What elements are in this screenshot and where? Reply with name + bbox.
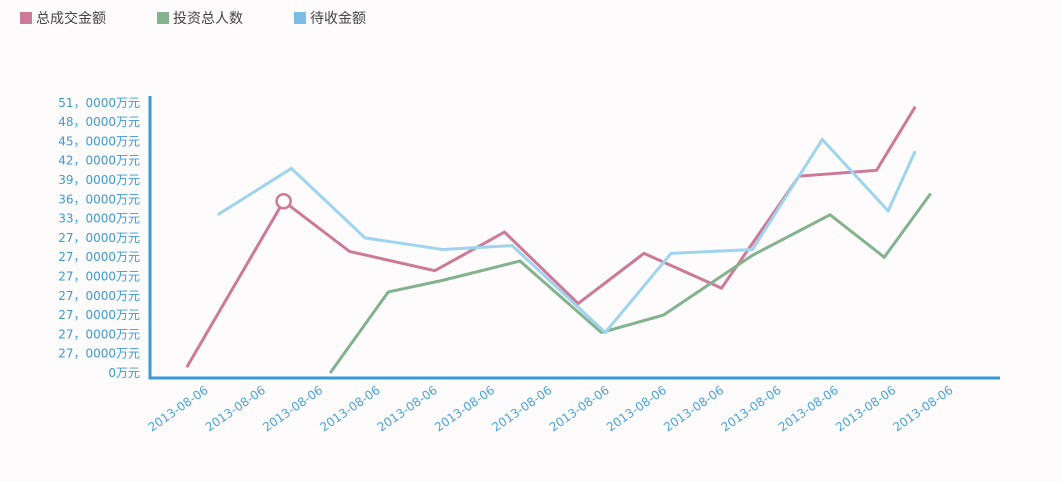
y-tick-label: 51，0000万元 <box>58 96 140 110</box>
y-tick-label: 27，0000万元 <box>58 327 140 341</box>
x-tick-label: 2013-08-06 <box>547 383 612 434</box>
series-line[interactable] <box>216 137 917 335</box>
y-tick-label: 27，0000万元 <box>58 289 140 303</box>
legend-label[interactable]: 总成交金额 <box>36 10 106 27</box>
y-tick-label: 27，0000万元 <box>58 308 140 322</box>
y-tick-label: 39，0000万元 <box>58 173 140 187</box>
legend-swatch[interactable] <box>20 12 32 24</box>
legend-label[interactable]: 待收金额 <box>310 11 366 27</box>
y-tick-label: 33，0000万元 <box>58 212 140 226</box>
y-tick-label: 0万元 <box>108 366 140 380</box>
x-tick-label: 2013-08-06 <box>661 383 726 434</box>
y-tick-label: 45，0000万元 <box>58 134 140 148</box>
series-group <box>185 105 932 374</box>
x-tick-label: 2013-08-06 <box>890 383 955 434</box>
x-tick-label: 2013-08-06 <box>203 383 268 434</box>
legend: 总成交金额 投资总人数 待收金额 <box>20 10 366 27</box>
y-tick-label: 27，0000万元 <box>58 231 140 245</box>
x-tick-label: 2013-08-06 <box>776 383 841 434</box>
y-tick-label: 36，0000万元 <box>58 192 140 206</box>
y-tick-label: 27，0000万元 <box>58 270 140 284</box>
x-tick-label: 2013-08-06 <box>719 383 784 434</box>
y-tick-label: 27，0000万元 <box>58 347 140 361</box>
x-tick-label: 2013-08-06 <box>432 383 497 434</box>
legend-label[interactable]: 投资总人数 <box>173 11 243 27</box>
x-tick-label: 2013-08-06 <box>317 383 382 434</box>
x-axis-ticks: 2013-08-062013-08-062013-08-062013-08-06… <box>146 383 956 434</box>
y-tick-label: 27，0000万元 <box>58 250 140 264</box>
x-tick-label: 2013-08-06 <box>489 383 554 434</box>
y-axis-ticks: 0万元 27，0000万元 27，0000万元 27，0000万元 27，0000万元 2… <box>58 96 140 380</box>
y-tick-label: 48，0000万元 <box>58 115 140 129</box>
hover-point-marker[interactable] <box>275 192 292 210</box>
x-tick-label: 2013-08-06 <box>833 383 898 434</box>
x-tick-label: 2013-08-06 <box>260 383 325 434</box>
series-line[interactable] <box>328 192 932 374</box>
series-line[interactable] <box>185 105 917 368</box>
x-tick-label: 2013-08-06 <box>604 383 669 434</box>
y-tick-label: 42，0000万元 <box>58 154 140 168</box>
axes <box>148 96 1000 380</box>
x-tick-label: 2013-08-06 <box>375 383 440 434</box>
x-tick-label: 2013-08-06 <box>146 383 211 434</box>
legend-swatch[interactable] <box>294 12 306 24</box>
legend-swatch[interactable] <box>157 12 169 24</box>
